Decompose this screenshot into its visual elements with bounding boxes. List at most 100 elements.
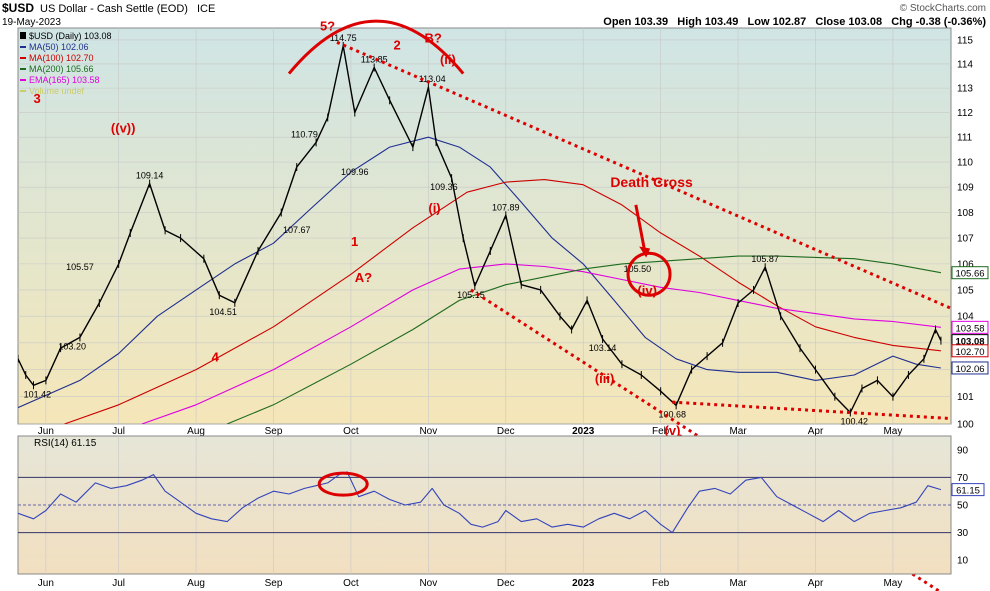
price-x-month-label: Aug [187,426,205,437]
wave-annotation: ((v)) [111,120,136,135]
death-cross-arrow [634,204,647,254]
wave-annotation: 4 [212,350,220,365]
price-y-tick-label: 111 [957,133,973,144]
rsi-line [18,471,942,534]
price-value-label: 103.14 [589,343,617,353]
rsi-y-tick-label: 70 [957,473,969,484]
right-value-tag-box [951,320,989,334]
price-x-axis-labels: Jun Jul Aug Sep Oct Nov Dec 2023 Feb Mar Apr May [38,426,903,437]
rsi-legend: RSI(14) 61.15 [34,438,97,449]
price-value-label: 105.15 [457,290,485,300]
wave-annotation: (v) [665,423,681,438]
rsi-y-tick-label: 30 [957,528,969,539]
rsi-x-month-label: Nov [419,578,437,589]
rsi-x-month-label: Jul [112,578,125,589]
price-x-month-label: Nov [419,426,437,437]
chart-date: 19-May-2023 [2,17,61,28]
price-y-tick-label: 110 [957,158,973,169]
rsi-y-tick-label: 90 [957,445,969,456]
rsi-highlight-ellipse [317,471,369,497]
rsi-grid [18,436,951,574]
rsi-x-month-label: Jun [38,578,54,589]
wave-annotation: B? [424,30,441,45]
legend-entry: MA(100) 102.70 [29,53,94,63]
wave-annotation: (iii) [595,371,615,386]
price-y-tick-label: 114 [957,59,973,70]
trendline [672,400,952,421]
legend-entry: MA(200) 105.66 [29,64,94,74]
chart-exchange: ICE [197,3,215,15]
price-value-label: 110.79 [291,129,318,139]
wave-annotation: Death Cross [610,174,693,190]
wave-annotation: 3 [33,91,40,106]
rsi-x-month-label: Sep [265,578,283,589]
moving-averages [18,136,941,424]
legend-entry: MA(50) 102.06 [29,42,89,52]
price-value-label: 105.57 [66,262,94,272]
price-y-tick-label: 105 [957,285,974,296]
right-value-tag: 105.66 [955,269,984,280]
wave-annotation: A? [355,270,372,285]
legend-entry: EMA(165) 103.58 [29,75,100,85]
ma-line-ma50 [18,136,941,409]
price-value-label: 105.50 [624,264,652,274]
rsi-x-month-label: Feb [652,578,670,589]
rsi-x-month-label: Apr [808,578,824,589]
price-y-tick-label: 107 [957,234,974,245]
price-value-label: 113.85 [361,55,388,65]
price-value-label: 107.89 [492,202,520,212]
price-y-tick-label: 108 [957,208,974,219]
price-x-month-label: May [883,426,902,437]
rsi-x-month-label: May [883,578,902,589]
rsi-y-axis: 10 30 50 70 90 [957,445,969,566]
ma-line-ma100 [64,179,941,424]
rsi-x-month-label: Aug [187,578,205,589]
right-value-tag: 102.70 [955,347,984,358]
price-value-label: 109.36 [430,182,458,192]
rsi-series [18,471,942,534]
price-x-month-label: Jun [38,426,54,437]
legend-swatch [20,32,26,39]
price-value-label: 113.04 [419,74,446,84]
price-x-month-label: Feb [652,426,670,437]
price-series [18,41,942,417]
right-value-tag-box [951,266,989,280]
price-y-tick-label: 106 [957,259,974,270]
rsi-x-month-label: Oct [343,578,359,589]
price-line [18,45,942,414]
price-y-tick-label: 100 [957,420,974,431]
ma-line-ma200 [226,255,941,424]
price-x-month-label: Jul [112,426,125,437]
rsi-x-month-label: Mar [729,578,747,589]
price-x-month-label: Apr [808,426,824,437]
price-panel-background [17,27,952,425]
rsi-value-tag: 61.15 [956,486,980,497]
death-cross-circle [626,251,672,297]
price-x-month-label: Dec [497,426,515,437]
price-value-label: 100.42 [840,416,868,426]
legend-entry: Volume undef [29,86,85,96]
wave-annotation: 5? [320,18,335,33]
right-value-tag: 103.58 [955,323,984,334]
rsi-y-tick-label: 10 [957,556,969,567]
price-value-label: 107.67 [283,225,311,235]
rsi-x-month-label: Dec [497,578,515,589]
price-value-label: 109.14 [136,171,164,181]
price-y-tick-label: 109 [957,183,974,194]
top-arc [287,19,465,75]
wave-annotation: (i) [428,201,440,216]
rsi-x-month-label: 2023 [572,578,595,589]
ohlc-readout: Open 103.39 High 103.49 Low 102.87 Close… [603,16,986,28]
price-value-label: 104.51 [209,307,237,317]
rsi-highlight [317,471,369,497]
death-cross-arrowhead [639,246,651,258]
price-y-tick-label: 101 [957,392,974,403]
wave-annotation: 1 [351,234,358,249]
price-y-tick-label: 113 [957,84,973,95]
price-x-month-label: Mar [729,426,747,437]
price-x-month-label: 2023 [572,426,595,437]
price-y-tick-label: 112 [957,108,973,119]
wave-annotation: (ii) [440,52,456,67]
